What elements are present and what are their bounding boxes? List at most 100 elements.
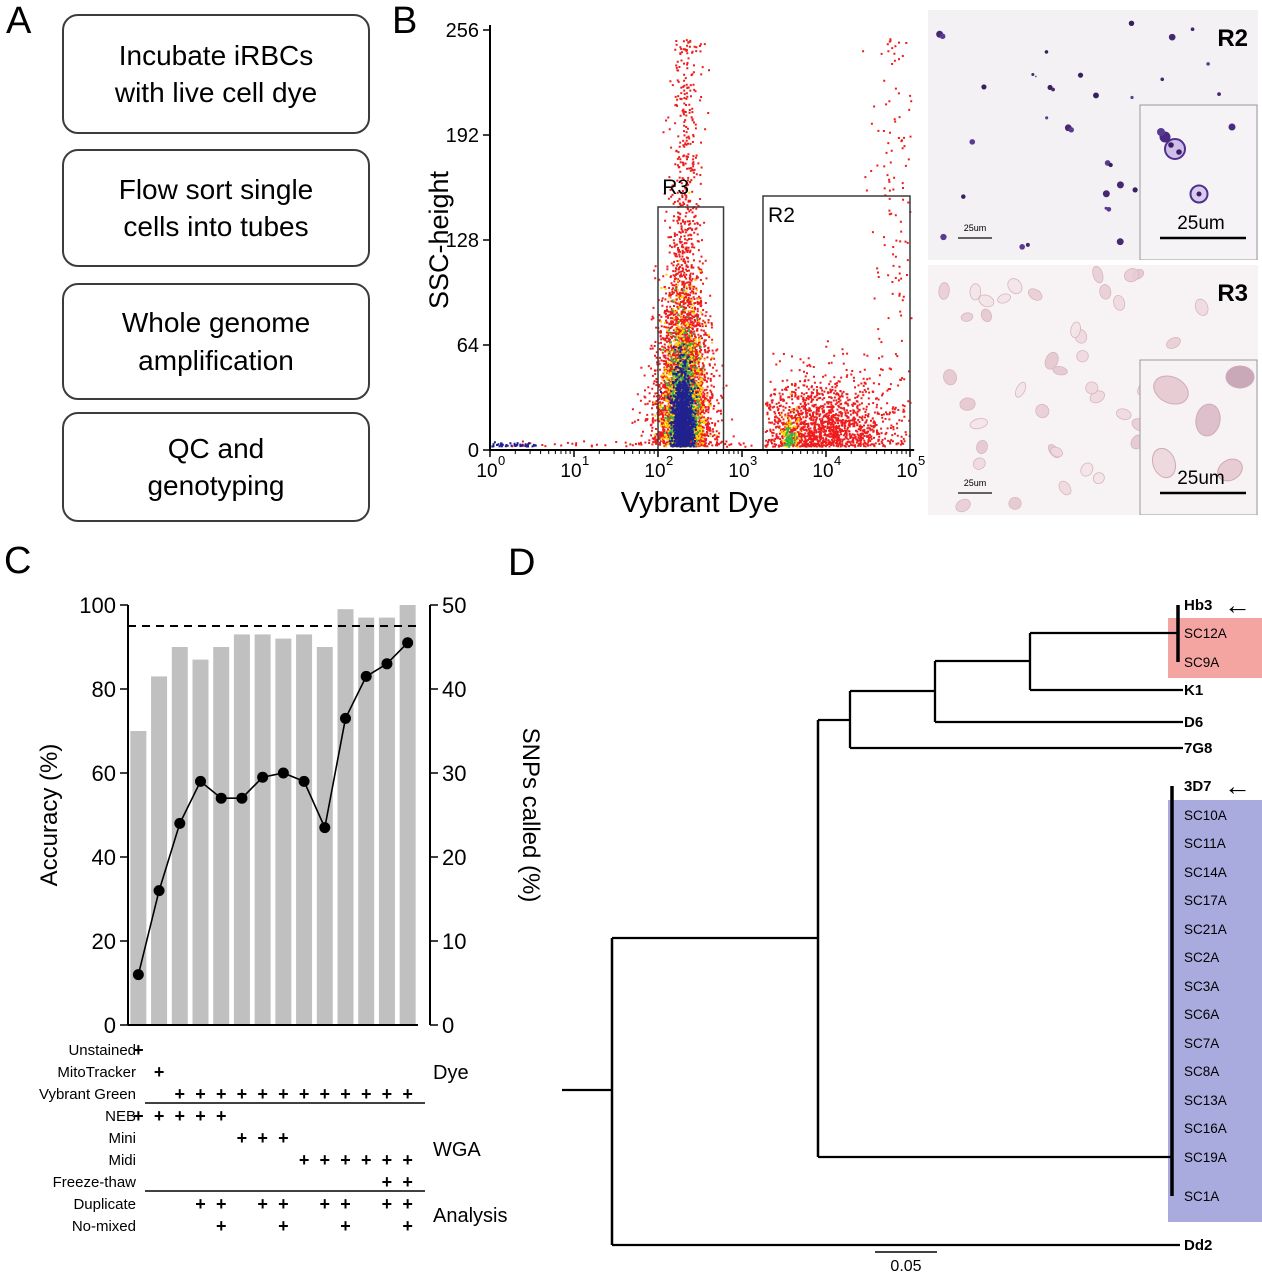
- snps-dot: [257, 771, 269, 783]
- micrograph-label: R2: [1217, 25, 1248, 52]
- accuracy-snps-chart: 0 20 40 60 80 100 0 10 20 30 40 50 Accuracy (%) SNPs …: [36, 593, 544, 1236]
- condition-plus: +: [299, 1084, 310, 1104]
- condition-plus: +: [175, 1106, 186, 1126]
- condition-plus: +: [382, 1084, 393, 1104]
- condition-plus: +: [340, 1150, 351, 1170]
- condition-row-label: Freeze-thaw: [53, 1174, 137, 1191]
- flowchart-step-incubate: Incubate iRBCs with live cell dye: [62, 14, 370, 134]
- gate-r3-label: R3: [662, 176, 689, 199]
- condition-row-label: NEB: [105, 1108, 136, 1125]
- bar: [275, 638, 292, 1025]
- x-tick-base: 10: [644, 461, 665, 482]
- population-main-spray-red: [662, 39, 710, 252]
- taxon-label: SC6A: [1184, 1007, 1219, 1022]
- bar: [233, 634, 250, 1025]
- condition-plus: +: [340, 1216, 351, 1236]
- left-tick: 20: [92, 929, 116, 954]
- ssc-tick: 128: [446, 230, 479, 252]
- x-tick-base: 10: [896, 461, 917, 482]
- taxon-label: K1: [1184, 682, 1203, 699]
- flow-cytometry-plot: R3R2064128192256SSC-height10010110210310…: [424, 20, 925, 519]
- main-scale-label: 25um: [964, 478, 987, 488]
- condition-plus: +: [402, 1084, 413, 1104]
- x-tick-exponent: 0: [498, 453, 505, 468]
- condition-plus: +: [195, 1106, 206, 1126]
- condition-plus: +: [175, 1084, 186, 1104]
- flowchart-step-sort: Flow sort single cells into tubes: [62, 149, 370, 267]
- x-tick-exponent: 4: [834, 453, 841, 468]
- taxon-label: SC12A: [1184, 626, 1227, 641]
- snps-dot: [381, 658, 393, 670]
- snps-dot: [340, 712, 351, 724]
- snps-dot: [132, 969, 144, 981]
- taxon-label: SC21A: [1184, 922, 1227, 937]
- taxon-label: SC13A: [1184, 1093, 1227, 1108]
- main-scale-label: 25um: [964, 223, 987, 233]
- condition-plus: +: [216, 1084, 227, 1104]
- left-tick: 80: [92, 677, 116, 702]
- condition-plus: +: [402, 1150, 413, 1170]
- x-tick-base: 10: [560, 461, 581, 482]
- taxon-label: Hb3: [1184, 597, 1212, 614]
- taxon-label: 7G8: [1184, 740, 1212, 757]
- ssc-tick: 256: [446, 20, 479, 42]
- condition-plus: +: [154, 1062, 165, 1082]
- micrograph-r3: 25um 25um R3: [928, 265, 1258, 515]
- left-tick: 60: [92, 761, 116, 786]
- taxon-label: SC10A: [1184, 808, 1227, 823]
- condition-group-label: Dye: [433, 1062, 469, 1084]
- condition-plus: +: [382, 1194, 393, 1214]
- taxon-label: Dd2: [1184, 1237, 1212, 1254]
- taxon-label: SC14A: [1184, 865, 1227, 880]
- condition-plus: +: [402, 1194, 413, 1214]
- condition-row-label: Vybrant Green: [39, 1086, 136, 1103]
- taxon-arrow: ←: [1224, 590, 1251, 620]
- bar: [296, 634, 313, 1025]
- snps-dot: [319, 822, 331, 834]
- taxon-label: SC7A: [1184, 1036, 1219, 1051]
- bar: [192, 659, 209, 1025]
- taxon-label: SC11A: [1184, 836, 1226, 851]
- condition-plus: +: [320, 1150, 331, 1170]
- left-tick: 100: [79, 593, 116, 618]
- condition-plus: +: [257, 1194, 268, 1214]
- bar: [316, 647, 333, 1025]
- panel-c-letter: C: [4, 540, 32, 582]
- condition-plus: +: [257, 1128, 268, 1148]
- taxon-label: SC8A: [1184, 1064, 1219, 1079]
- taxon-label: SC9A: [1184, 655, 1219, 670]
- condition-row-label: Unstained: [68, 1042, 136, 1059]
- snps-dot: [298, 775, 310, 787]
- x-tick-base: 10: [812, 461, 833, 482]
- bar: [399, 605, 416, 1025]
- right-tick: 30: [442, 761, 466, 786]
- condition-plus: +: [382, 1172, 393, 1192]
- condition-plus: +: [237, 1128, 248, 1148]
- condition-plus: +: [340, 1084, 351, 1104]
- ssc-tick: 192: [446, 125, 479, 147]
- taxon-label: 3D7: [1184, 778, 1212, 795]
- condition-plus: +: [402, 1216, 413, 1236]
- snps-dot: [236, 792, 248, 804]
- ssc-tick: 0: [468, 440, 479, 462]
- condition-plus: +: [320, 1194, 331, 1214]
- taxon-label: SC17A: [1184, 893, 1227, 908]
- snps-dot: [277, 767, 289, 779]
- panel-a-letter: A: [6, 0, 32, 42]
- bar: [213, 647, 230, 1025]
- x-tick-exponent: 1: [582, 453, 589, 468]
- bar: [151, 676, 168, 1025]
- condition-row-label: No-mixed: [72, 1218, 136, 1235]
- condition-plus: +: [216, 1194, 227, 1214]
- bar: [130, 731, 147, 1025]
- x-tick-exponent: 2: [666, 453, 673, 468]
- condition-plus: +: [154, 1106, 165, 1126]
- condition-row-label: Midi: [108, 1152, 136, 1169]
- ssc-axis-label: SSC-height: [424, 170, 454, 309]
- condition-plus: +: [278, 1216, 289, 1236]
- snps-dot: [195, 775, 206, 787]
- x-tick-exponent: 3: [750, 453, 757, 468]
- taxon-label: SC16A: [1184, 1121, 1227, 1136]
- condition-plus: +: [278, 1128, 289, 1148]
